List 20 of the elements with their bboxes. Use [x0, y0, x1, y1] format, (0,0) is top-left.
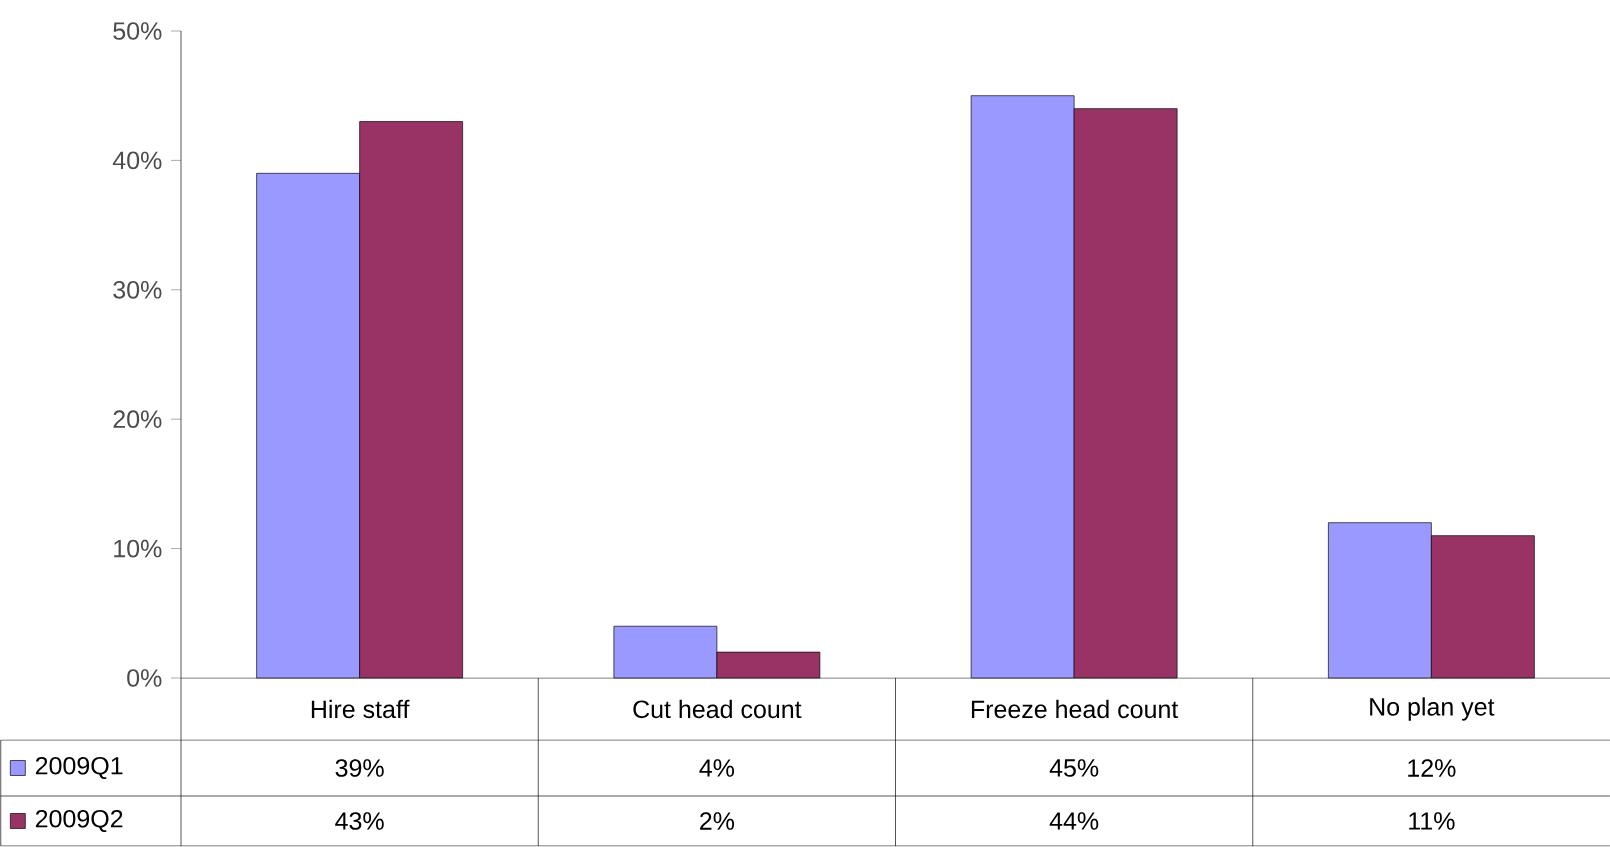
legend-label: 2009Q2 [35, 809, 123, 833]
y-tick-label: 30% [113, 280, 162, 299]
data-label: 43% [335, 812, 384, 830]
x-tick-label: No plan yet [1370, 697, 1495, 721]
data-label: 11% [1409, 812, 1455, 830]
data-label: 39% [335, 759, 384, 777]
x-tick-label: Freeze head count [971, 699, 1179, 719]
data-label: 44% [1049, 812, 1099, 830]
y-tick-label: 50% [113, 22, 162, 40]
x-tick-label: Hire staff [311, 699, 410, 719]
data-label: 12% [1408, 759, 1456, 777]
data-label: 4% [699, 759, 735, 777]
y-tick-label: 40% [112, 151, 162, 170]
y-tick-label: 20% [113, 410, 162, 429]
legend-label: 2009Q1 [35, 756, 123, 780]
y-tick-label: 0% [127, 669, 162, 687]
data-label: 2% [700, 812, 735, 830]
y-tick-label: 10% [114, 539, 162, 558]
x-tick-label: Cut head count [633, 699, 802, 719]
data-label: 45% [1049, 759, 1099, 777]
